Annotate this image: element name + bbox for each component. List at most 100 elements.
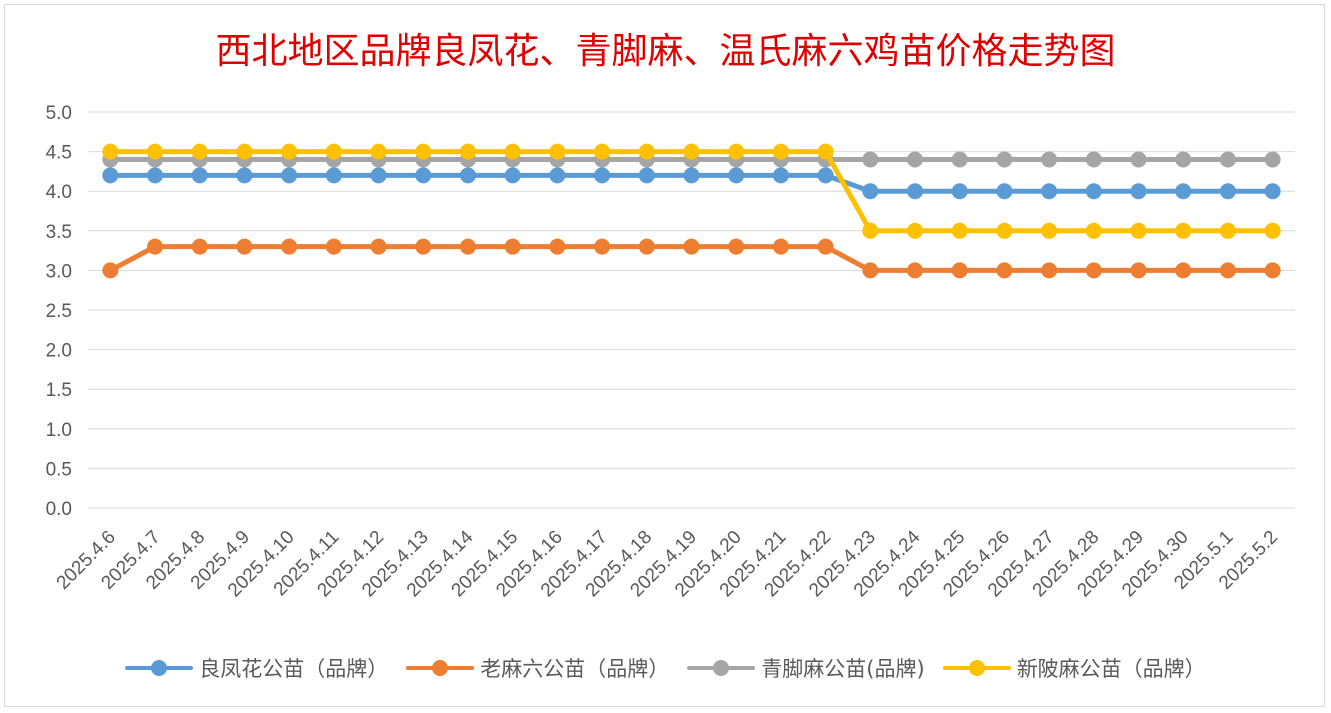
data-point <box>1085 222 1102 239</box>
legend-swatch <box>687 656 756 680</box>
data-point <box>370 143 387 160</box>
y-tick-label: 4.0 <box>46 182 72 203</box>
data-point <box>325 167 342 184</box>
data-point <box>594 143 611 160</box>
y-tick-label: 5.0 <box>46 103 72 124</box>
data-point <box>549 143 566 160</box>
y-tick-label: 1.0 <box>46 420 72 441</box>
y-axis-ticks: 0.0 0.5 1.0 1.5 2.0 2.5 3.0 3.5 4.0 4.5 5.0 <box>46 103 72 520</box>
data-point <box>862 151 879 168</box>
legend-item: 良凤花公苗（品牌） <box>125 653 388 683</box>
legend-item: 青脚麻公苗(品牌) <box>687 653 925 683</box>
y-tick-label: 3.0 <box>46 261 72 282</box>
data-point <box>147 167 164 184</box>
data-point <box>504 167 521 184</box>
data-point <box>728 238 745 255</box>
data-point <box>459 167 476 184</box>
x-axis-ticks: 2025.4.62025.4.72025.4.82025.4.92025.4.1… <box>53 526 1282 601</box>
data-point <box>281 238 298 255</box>
data-point <box>996 183 1013 200</box>
data-point <box>996 262 1013 279</box>
data-point <box>772 143 789 160</box>
legend-label: 老麻六公苗（品牌） <box>480 657 670 681</box>
data-point <box>862 183 879 200</box>
data-point <box>1175 151 1192 168</box>
data-point <box>236 167 253 184</box>
data-point <box>1219 222 1236 239</box>
data-point <box>638 143 655 160</box>
data-point <box>1219 151 1236 168</box>
legend-label: 青脚麻公苗(品牌) <box>761 657 925 681</box>
data-point <box>1264 151 1281 168</box>
data-point <box>459 238 476 255</box>
data-point <box>996 222 1013 239</box>
data-point <box>415 167 432 184</box>
data-point <box>102 262 119 279</box>
data-point <box>594 238 611 255</box>
data-point <box>1041 151 1058 168</box>
data-point <box>236 238 253 255</box>
data-point <box>907 222 924 239</box>
data-point <box>951 222 968 239</box>
data-point <box>772 167 789 184</box>
data-point <box>191 238 208 255</box>
data-point <box>594 167 611 184</box>
y-tick-label: 1.5 <box>46 380 72 401</box>
data-point <box>951 183 968 200</box>
data-point <box>862 222 879 239</box>
data-point <box>683 143 700 160</box>
data-point <box>1130 262 1147 279</box>
data-point <box>191 167 208 184</box>
data-point <box>147 238 164 255</box>
legend-label: 新陂麻公苗（品牌） <box>1016 657 1206 681</box>
data-point <box>1041 183 1058 200</box>
data-point <box>728 167 745 184</box>
legend-marker <box>968 660 985 676</box>
data-point <box>459 143 476 160</box>
data-point <box>907 151 924 168</box>
data-point <box>1264 183 1281 200</box>
data-point <box>325 143 342 160</box>
data-point <box>236 143 253 160</box>
series-lines <box>102 143 1281 279</box>
data-point <box>1130 222 1147 239</box>
data-point <box>147 143 164 160</box>
data-point <box>817 167 834 184</box>
data-point <box>1130 151 1147 168</box>
data-point <box>772 238 789 255</box>
chart-title: 西北地区品牌良凤花、青脚麻、温氏麻六鸡苗价格走势图 <box>215 31 1116 72</box>
data-point <box>1264 222 1281 239</box>
data-point <box>281 143 298 160</box>
data-point <box>415 143 432 160</box>
data-point <box>1264 262 1281 279</box>
data-point <box>907 183 924 200</box>
data-point <box>504 238 521 255</box>
legend-swatch <box>406 656 475 680</box>
y-tick-label: 2.0 <box>46 341 72 362</box>
data-point <box>1041 222 1058 239</box>
data-point <box>1175 262 1192 279</box>
data-point <box>549 238 566 255</box>
data-point <box>325 238 342 255</box>
data-point <box>549 167 566 184</box>
data-point <box>504 143 521 160</box>
y-tick-label: 2.5 <box>46 301 72 322</box>
legend-item: 老麻六公苗（品牌） <box>406 653 669 683</box>
legend-swatch <box>125 656 194 680</box>
data-point <box>370 238 387 255</box>
legend-marker <box>151 660 168 676</box>
data-point <box>1219 183 1236 200</box>
data-point <box>415 238 432 255</box>
data-point <box>817 238 834 255</box>
legend-label: 良凤花公苗（品牌） <box>199 657 389 681</box>
data-point <box>281 167 298 184</box>
data-point <box>1085 151 1102 168</box>
series-1 <box>102 167 1281 200</box>
data-point <box>102 143 119 160</box>
legend-swatch <box>942 656 1011 680</box>
legend-item: 新陂麻公苗（品牌） <box>942 653 1206 683</box>
y-tick-label: 0.5 <box>46 459 72 480</box>
data-point <box>1175 183 1192 200</box>
data-point <box>1041 262 1058 279</box>
